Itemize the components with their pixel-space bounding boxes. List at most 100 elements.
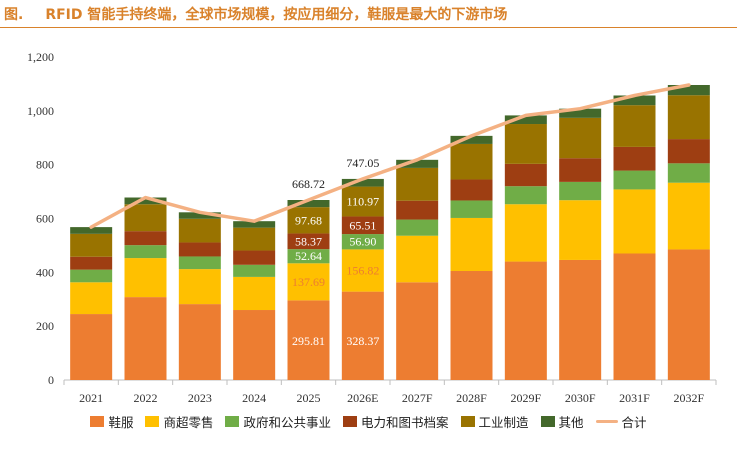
bar-segment-2021-4 bbox=[70, 233, 113, 257]
title-rule bbox=[0, 27, 737, 28]
figure-title: 图. RFID 智能手持终端，全球市场规模，按应用细分，鞋服是最大的下游市场 bbox=[4, 4, 507, 24]
x-tick-label: 2022 bbox=[134, 391, 158, 405]
bar-segment-2023-2 bbox=[178, 256, 221, 270]
bar-segment-2027F-0 bbox=[396, 282, 439, 380]
bar-segment-2022-2 bbox=[124, 245, 167, 259]
bar-segment-2026E-2 bbox=[341, 234, 384, 250]
bar-segment-2022-4 bbox=[124, 204, 167, 232]
legend-swatch-industry bbox=[460, 416, 475, 427]
x-tick-label: 2021 bbox=[79, 391, 103, 405]
legend-item-industry: 工业制造 bbox=[460, 412, 529, 431]
bar-segment-2025-0 bbox=[287, 300, 330, 380]
x-tick-label: 2025 bbox=[297, 391, 321, 405]
bar-segment-2021-0 bbox=[70, 314, 113, 380]
bar-segment-2030F-3 bbox=[559, 158, 602, 182]
bar-segment-2030F-5 bbox=[559, 108, 602, 118]
bar-segment-2024-0 bbox=[233, 310, 276, 380]
x-tick-label: 2024 bbox=[242, 391, 266, 405]
bar-segment-2030F-1 bbox=[559, 200, 602, 260]
bar-segment-2032F-4 bbox=[667, 95, 710, 140]
bar-segment-2025-4 bbox=[287, 207, 330, 234]
bar-segment-2025-1 bbox=[287, 263, 330, 301]
bar-segment-2021-5 bbox=[70, 227, 113, 234]
figure-title-text: RFID 智能手持终端，全球市场规模，按应用细分，鞋服是最大的下游市场 bbox=[45, 7, 508, 23]
x-tick-label: 2032F bbox=[673, 391, 704, 405]
bar-segment-2024-4 bbox=[233, 227, 276, 251]
legend-label-total: 合计 bbox=[621, 415, 647, 430]
total-label: 747.05 bbox=[346, 156, 379, 170]
legend-swatch-shoes bbox=[90, 416, 105, 427]
bar-segment-2029F-0 bbox=[504, 261, 547, 380]
legend-swatch-total bbox=[595, 420, 618, 423]
y-tick-label: 1,200 bbox=[27, 50, 54, 64]
x-tick-label: 2027F bbox=[402, 391, 433, 405]
bar-segment-2030F-0 bbox=[559, 259, 602, 380]
bar-segment-2027F-3 bbox=[396, 200, 439, 220]
data-label: 110.97 bbox=[347, 195, 380, 209]
bar-segment-2031F-5 bbox=[613, 95, 656, 106]
x-tick-label: 2030F bbox=[565, 391, 596, 405]
bar-segment-2027F-4 bbox=[396, 167, 439, 201]
y-tick-label: 0 bbox=[48, 373, 54, 387]
data-label: 58.37 bbox=[295, 234, 322, 248]
bar-segment-2023-1 bbox=[178, 269, 221, 305]
x-tick-label: 2031F bbox=[619, 391, 650, 405]
bar-segment-2024-1 bbox=[233, 276, 276, 311]
bar-segment-2023-3 bbox=[178, 242, 221, 257]
legend-swatch-government bbox=[225, 416, 240, 427]
bar-segment-2021-1 bbox=[70, 282, 113, 315]
bar-segment-2021-3 bbox=[70, 256, 113, 270]
legend-item-government: 政府和公共事业 bbox=[225, 412, 331, 431]
bar-segment-2024-2 bbox=[233, 264, 276, 277]
x-tick-label: 2028F bbox=[456, 391, 487, 405]
data-label: 137.69 bbox=[292, 275, 325, 289]
legend-label-industry: 工业制造 bbox=[478, 415, 529, 430]
legend-item-other: 其他 bbox=[540, 412, 584, 431]
bar-segment-2026E-3 bbox=[341, 216, 384, 235]
bar-segment-2027F-1 bbox=[396, 235, 439, 283]
bar-segment-2028F-2 bbox=[450, 200, 493, 218]
total-line bbox=[89, 83, 691, 229]
bar-segment-2022-0 bbox=[124, 297, 167, 380]
bar-segment-2031F-4 bbox=[613, 105, 656, 147]
bar-segment-2023-0 bbox=[178, 304, 221, 380]
data-label: 56.90 bbox=[349, 235, 376, 249]
bar-segment-2029F-4 bbox=[504, 124, 547, 164]
bar-segment-2028F-0 bbox=[450, 270, 493, 380]
bar-segment-2032F-2 bbox=[667, 163, 710, 183]
bar-segment-2026E-4 bbox=[341, 186, 384, 217]
figure-label: 图. bbox=[4, 7, 24, 23]
bar-segment-2031F-0 bbox=[613, 253, 656, 380]
bar-segment-2021-2 bbox=[70, 269, 113, 283]
y-tick-label: 200 bbox=[36, 319, 54, 333]
y-tick-label: 600 bbox=[36, 212, 54, 226]
y-tick-label: 800 bbox=[36, 158, 54, 172]
data-label: 328.37 bbox=[346, 334, 379, 348]
legend-swatch-other bbox=[540, 416, 555, 427]
legend-swatch-power-archive bbox=[342, 416, 357, 427]
bar-segment-2028F-3 bbox=[450, 179, 493, 201]
data-label: 295.81 bbox=[292, 334, 325, 348]
data-label: 156.82 bbox=[346, 264, 379, 278]
bar-segment-2028F-5 bbox=[450, 135, 493, 144]
bar-segment-2031F-3 bbox=[613, 146, 656, 171]
legend-item-shoes: 鞋服 bbox=[90, 412, 133, 431]
x-tick-label: 2023 bbox=[188, 391, 212, 405]
bar-segment-2029F-3 bbox=[504, 163, 547, 187]
bar-segment-2029F-1 bbox=[504, 204, 547, 262]
bar-segment-2031F-2 bbox=[613, 170, 656, 190]
data-label: 52.64 bbox=[295, 249, 322, 263]
bar-segment-2027F-2 bbox=[396, 219, 439, 236]
bar-segment-2025-3 bbox=[287, 233, 330, 250]
bar-segment-2026E-1 bbox=[341, 249, 384, 292]
legend-item-total: 合计 bbox=[595, 412, 647, 431]
bar-segment-2028F-4 bbox=[450, 143, 493, 180]
bar-segment-2030F-4 bbox=[559, 117, 602, 159]
data-label: 97.68 bbox=[295, 213, 322, 227]
bar-segment-2025-5 bbox=[287, 200, 330, 208]
bar-segment-2029F-2 bbox=[504, 186, 547, 205]
bar-segment-2028F-1 bbox=[450, 217, 493, 271]
data-label: 65.51 bbox=[349, 218, 376, 232]
legend-swatch-retail bbox=[145, 416, 160, 427]
